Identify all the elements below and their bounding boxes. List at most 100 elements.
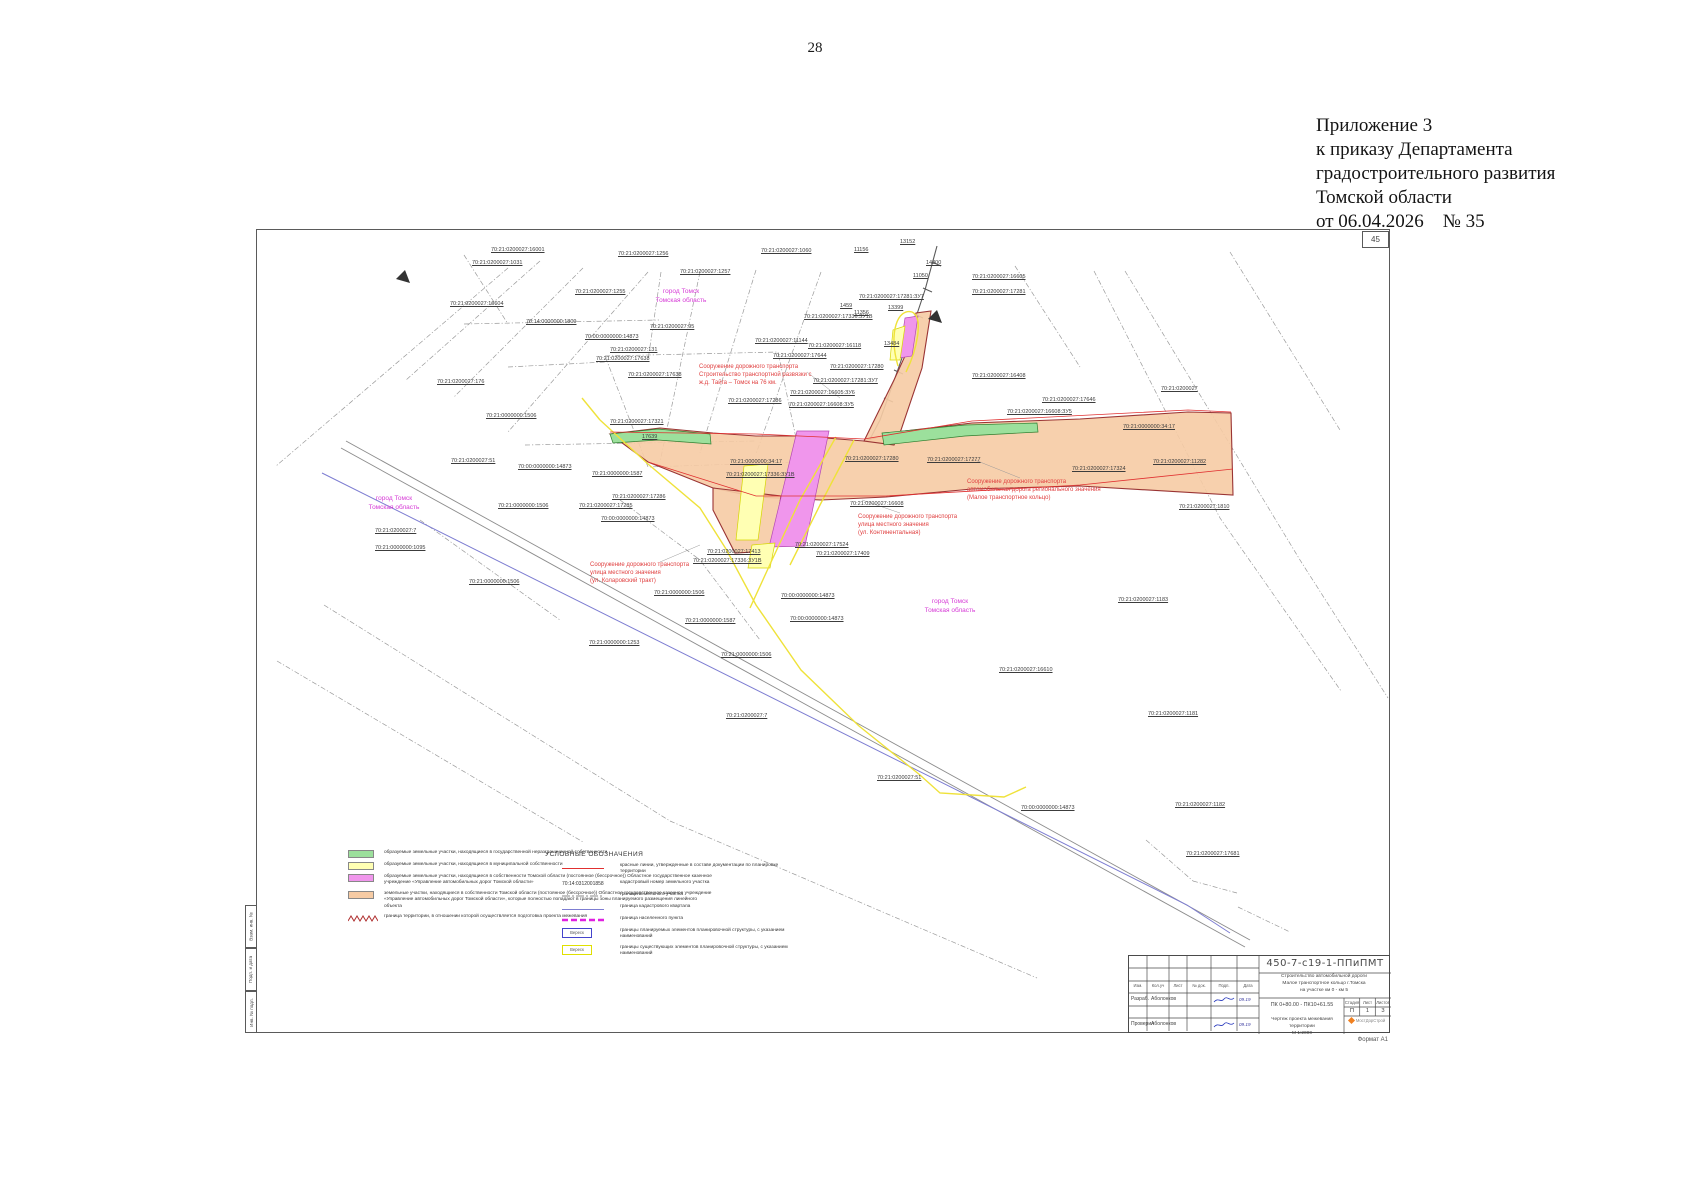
cadastral-quarter-line [321, 472, 1231, 934]
legend-item-text: границы существующих элементов планирово… [620, 944, 788, 957]
sign-date: 09.19 [1239, 997, 1251, 1002]
cadastral-label: 14300 [926, 260, 942, 266]
cadastral-label: 70:21:0200027:16604 [450, 301, 504, 307]
cadastral-label: 70:00:0000000:14873 [1021, 805, 1075, 811]
project-line: на участке км 0 - км 5 [1299, 987, 1349, 993]
legend-swatch-dashdot-icon [562, 895, 604, 897]
legend-cadastral-number: 70:14:0312001858 [562, 880, 604, 887]
sheet-corner-number: 45 [1362, 231, 1389, 248]
cadastral-label: 70:00:0000000:14873 [790, 616, 844, 622]
drawing-title-line: М 1:2000 [1291, 1031, 1312, 1037]
cadastral-label: 17639 [642, 434, 658, 440]
city-label-line: город Томск [662, 288, 700, 295]
cadastral-label: 70:21:0200027:17321 [610, 419, 664, 425]
cadastral-label: 70:21:0200027:17281:ЗУ7 [813, 378, 878, 384]
cadastral-label: 70:21:0200027:51 [877, 775, 922, 781]
map-annotation-line: Строительство транспортной развязки с [699, 371, 812, 378]
header-line: Приложение 3 [1316, 115, 1433, 136]
side-cell-label: Взам. инв. № [248, 912, 254, 941]
road-lines [340, 440, 1251, 948]
col-dok: № док. [1192, 983, 1206, 988]
legend-right-column: красные линии, утвержденные в составе до… [562, 863, 802, 962]
legend-item-text: граница кадастрового квартала [620, 903, 691, 909]
legend-swatch: Вереск [562, 927, 614, 938]
legend-swatch-parcel [348, 874, 374, 882]
legend-item-text: образуемые земельные участки, находящиес… [384, 850, 608, 855]
cadastral-label: 70:14:0000000:1809 [526, 319, 577, 325]
legend-item-text: образуемые земельные участки, находящиес… [384, 874, 712, 886]
cadastral-label: 70:21:0200027:51 [451, 458, 496, 464]
sheets-label: Листов [1376, 1000, 1390, 1005]
legend-swatch-parcel [348, 862, 374, 870]
cadastral-label: 70:21:0200027 [1161, 386, 1198, 392]
side-cell-label: Инв. № подл. [248, 997, 254, 1027]
legend-item: земельные участки, находящиеся в собстве… [348, 890, 778, 910]
legend-swatch [348, 890, 378, 899]
side-cell: Подп. и дата [245, 948, 257, 991]
legend-item: красные линии, утвержденные в составе до… [562, 863, 802, 876]
city-label-line: Томская область [368, 503, 420, 511]
cadastral-label: 70:21:0200027:17409 [816, 551, 870, 557]
project-name: Строительство автомобильной дороги Малое… [1261, 974, 1387, 995]
legend-swatch [348, 914, 378, 923]
cadastral-label: 70:21:0200027:17281 [972, 289, 1026, 295]
map-annotation-line: Сооружение дорожного транспорта [699, 364, 799, 370]
legend-swatch: Вереск [562, 944, 614, 955]
section-range: ПК 0+80.00 - ПК10+61.55 [1270, 1002, 1334, 1008]
map-annotation-line: улица местного значения [858, 521, 929, 528]
col-koluch: Кол.уч [1151, 983, 1165, 988]
cadastral-label: 70:00:0000000:14873 [518, 464, 572, 470]
legend-left-column: образуемые земельные участки, находящиес… [348, 850, 778, 927]
drawing-frame [256, 229, 1390, 1033]
header-date-line: от 06.04.2026 № 35 [1316, 211, 1485, 232]
cadastral-label: 70:21:0200027:17524 [795, 542, 849, 548]
cadastral-label: 70:21:0000000:1587 [685, 618, 736, 624]
yellow-parcels [735, 325, 906, 569]
cadastral-label: 70:00:0000000:14873 [601, 516, 655, 522]
cadastral-label: 13152 [900, 239, 916, 245]
cadastral-label: 70:21:0200027:16408 [972, 373, 1026, 379]
cadastral-label: 70:21:0200027:1257 [680, 269, 731, 275]
map-annotation: Сооружение дорожного транспорта автомобил… [967, 479, 1101, 502]
cadastral-label: 70:21:0200027:17646 [1042, 397, 1096, 403]
cadastral-label: 70:21:0000000:1506 [498, 503, 549, 509]
logo-icon [1347, 1017, 1355, 1025]
yellow-street-lines [581, 310, 1027, 798]
cadastral-label: 70:21:0200027:17286 [728, 398, 782, 404]
cadastral-label: 13484 [884, 341, 900, 347]
cadastral-label: 70:21:0000000:1506 [469, 579, 520, 585]
legend-item-text: кадастровый номер земельного участка [620, 879, 710, 885]
legend-swatch [562, 904, 614, 912]
cadastral-label: 70:21:0000000:1095 [375, 545, 426, 551]
map-annotation-line: (ул. Коларовский тракт) [590, 577, 656, 584]
header-line: Томской области [1316, 187, 1452, 208]
map-annotation-line: автомобильная дорога регионального значе… [967, 486, 1101, 493]
cadastral-label: 70:21:0200027:95 [650, 324, 695, 330]
legend-item-text: границы планируемых элементов планировоч… [620, 927, 785, 940]
cadastral-label: 70:21:0200027:17644 [773, 353, 827, 359]
cadastral-label: 70:21:0000000:1506 [654, 590, 705, 596]
cadastral-label: 70:21:0200027:11282 [1153, 459, 1207, 465]
cadastral-label: 11156 [854, 247, 869, 253]
legend-item: Вереск границы существующих элементов пла… [562, 944, 802, 958]
legend-item: граница земельного участка [562, 892, 802, 900]
legend-title: УСЛОВНЫЕ ОБОЗНАЧЕНИЯ [545, 851, 644, 858]
drawing-title: Чертеж проекта межевания территории М 1:… [1261, 1016, 1343, 1038]
cadastral-label: 70:21:0000000:1587 [592, 471, 643, 477]
map-annotation-line: Сооружение дорожного транспорта [967, 479, 1067, 485]
red-planning-lines [609, 409, 1234, 497]
cadastral-label: 70:00:0000000:14873 [781, 593, 835, 599]
sheet-label: Лист [1362, 1000, 1373, 1005]
legend-swatch: 70:14:0312001858 [562, 880, 614, 888]
cadastral-label: 70:21:0200027:17681 [1186, 851, 1240, 857]
map-annotation-line: Сооружение дорожного транспорта [590, 562, 690, 568]
header-line: градостроительного развития [1316, 163, 1556, 184]
cadastral-label: 13399 [888, 305, 904, 311]
city-label-line: город Томск [931, 598, 969, 605]
legend-item-text: образуемые земельные участки, находящиес… [384, 862, 563, 867]
cadastral-label: 70:21:0200027:17285 [579, 503, 633, 509]
cadastral-label: 70:21:0200027:16608 [850, 501, 904, 507]
cadastral-label: 70:21:0200027:1060 [761, 248, 812, 254]
map-annotation-line: улица местного значения [590, 569, 661, 576]
city-label-line: Томская область [924, 606, 976, 614]
